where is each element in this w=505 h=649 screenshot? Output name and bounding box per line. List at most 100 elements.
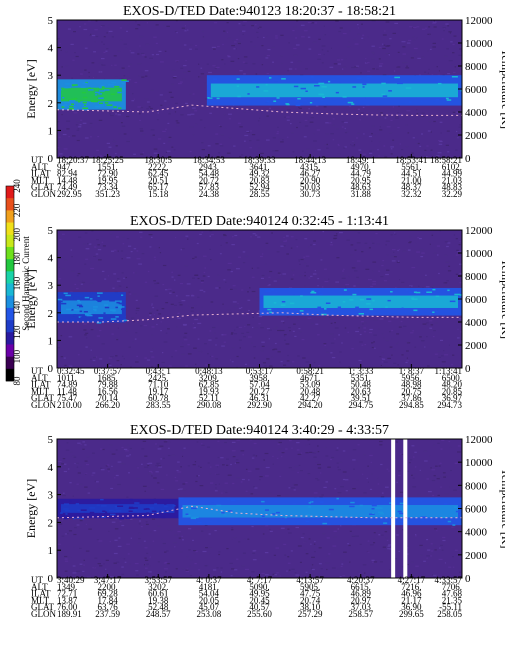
band-speckle [318, 291, 321, 293]
band-speckle [73, 517, 76, 520]
table-cell: 18:39:33 [243, 155, 276, 165]
y2-tick-label: 10000 [465, 38, 493, 50]
band-speckle [193, 516, 199, 519]
table-cell: 54.48 [199, 169, 220, 179]
band-speckle [336, 497, 339, 500]
table-cell: 48.20 [442, 380, 463, 390]
band-speckle [109, 300, 115, 302]
band-speckle [104, 89, 110, 91]
band-speckle [399, 502, 406, 505]
band-speckle [213, 78, 218, 80]
band-speckle [96, 504, 100, 506]
band-speckle [290, 302, 295, 305]
band-speckle [143, 508, 147, 510]
band-speckle [59, 300, 63, 303]
table-cell: 46.31 [249, 393, 269, 403]
band-speckle [269, 311, 272, 314]
table-cell: 62.45 [148, 169, 169, 179]
band-speckle [310, 76, 314, 78]
band-speckle [191, 507, 197, 510]
band-speckle [265, 83, 268, 86]
colorbar-segment [6, 320, 14, 333]
table-cell: 19.95 [98, 175, 119, 185]
band-speckle [347, 288, 354, 290]
band-speckle [94, 309, 97, 312]
table-cell: 6615. [351, 582, 371, 592]
band-speckle [121, 82, 125, 84]
band-speckle [328, 508, 334, 511]
colorbar-segment [6, 283, 14, 296]
row-label-glon: GLON [31, 400, 56, 410]
band-speckle [89, 507, 96, 509]
y2-tick-label: 12000 [465, 225, 493, 237]
band-speckle [86, 314, 93, 317]
band-speckle [293, 85, 299, 88]
band-speckle [208, 98, 214, 101]
table-cell: 32.29 [442, 189, 463, 199]
table-cell: 4:13:57 [296, 575, 324, 585]
band-speckle [269, 77, 272, 79]
band-speckle [413, 291, 417, 293]
y2-tick-label: 0 [465, 153, 471, 165]
band-speckle [411, 297, 415, 299]
row-label-ut: UT [31, 155, 43, 165]
colorbar-tick-label: 200 [12, 228, 22, 242]
band-speckle [61, 302, 67, 305]
band-speckle [413, 309, 418, 312]
band-speckle [121, 308, 125, 311]
row-label-mlt: MLT [31, 175, 50, 185]
band-speckle [121, 294, 124, 296]
band-speckle [420, 516, 427, 518]
colorbar-segment [6, 356, 14, 370]
band-speckle [297, 103, 303, 105]
table-cell: 72.71 [57, 589, 77, 599]
band-speckle [76, 304, 83, 307]
band-speckle [113, 106, 117, 108]
table-cell: 24.38 [199, 189, 220, 199]
table-cell: 45.07 [199, 602, 220, 612]
band-speckle [113, 510, 120, 513]
colorbar-segment [6, 332, 14, 345]
table-cell: 3209. [199, 373, 219, 383]
band-speckle [95, 94, 98, 96]
table-cell: 6500. [442, 373, 462, 383]
band-speckle [115, 306, 118, 309]
band-speckle [359, 504, 363, 507]
band-speckle [327, 523, 331, 526]
band-speckle [197, 521, 202, 524]
band-speckle [388, 75, 393, 78]
band-speckle [84, 313, 89, 315]
table-cell: 21.00 [401, 175, 422, 185]
band-speckle [328, 80, 331, 83]
table-cell: 74.49 [57, 182, 78, 192]
band-speckle [64, 510, 71, 512]
band-speckle [112, 310, 116, 312]
table-cell: 48.63 [351, 182, 372, 192]
table-cell: 76.00 [57, 602, 78, 612]
band-speckle [319, 93, 325, 96]
table-cell: 0:58:21 [296, 366, 324, 376]
band-speckle [366, 75, 372, 77]
band-speckle [83, 96, 88, 99]
band-speckle [190, 517, 196, 520]
row-label-ut: UT [31, 575, 43, 585]
row-label-mlt: MLT [31, 595, 50, 605]
table-cell: 73.34 [98, 182, 119, 192]
band-speckle [445, 97, 449, 100]
band-speckle [73, 309, 80, 311]
band-speckle [172, 505, 176, 507]
table-cell: 60.78 [148, 393, 169, 403]
y2-tick-label: 6000 [465, 84, 488, 96]
colorbar-tick-label: 220 [12, 203, 22, 217]
band-speckle [98, 97, 104, 99]
band-speckle [161, 516, 166, 519]
y2-tick-label: 10000 [465, 457, 493, 469]
table-cell: 253.08 [197, 609, 222, 619]
band-speckle [375, 507, 381, 509]
band-speckle [97, 292, 103, 294]
band-speckle [263, 90, 269, 92]
band-speckle [416, 314, 421, 316]
table-cell: 50.03 [300, 182, 321, 192]
band-speckle [343, 289, 347, 291]
